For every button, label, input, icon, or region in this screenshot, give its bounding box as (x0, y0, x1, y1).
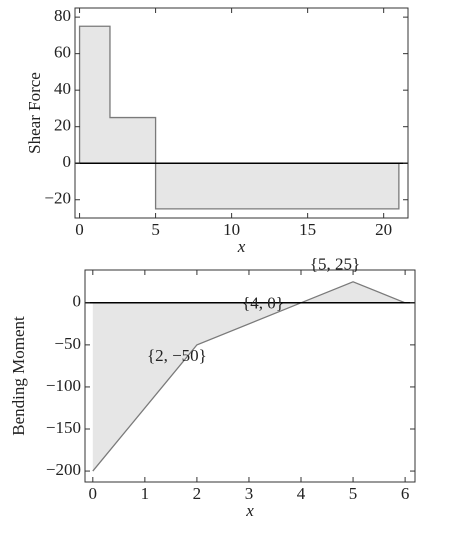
y-tick-label: 80 (54, 6, 71, 25)
annotation: {5, 25} (310, 255, 360, 274)
y-tick-label: −100 (46, 376, 81, 395)
area-fill (92, 281, 406, 472)
plot-frame (74, 7, 409, 219)
y-tick-label: 60 (54, 43, 71, 62)
y-tick-label: 20 (54, 116, 71, 135)
y-tick-label: −150 (46, 418, 81, 437)
x-tick-label: 5 (349, 484, 358, 503)
x-tick-label: 0 (89, 484, 98, 503)
y-axis-label: Bending Moment (9, 316, 28, 436)
x-tick-label: 5 (151, 220, 160, 239)
y-tick-label: −50 (54, 334, 81, 353)
plot-frame (84, 269, 416, 483)
y-axis-label: Shear Force (25, 72, 44, 154)
y-tick-label: 0 (63, 152, 72, 171)
x-tick-label: 2 (193, 484, 202, 503)
x-tick-label: 20 (375, 220, 392, 239)
y-tick-label: −20 (44, 189, 71, 208)
y-tick-label: 40 (54, 79, 71, 98)
y-tick-label: −200 (46, 460, 81, 479)
annotation: {4, 0} (242, 294, 284, 313)
x-tick-label: 6 (401, 484, 410, 503)
x-tick-label: 15 (299, 220, 316, 239)
area-line (78, 25, 400, 210)
x-tick-label: 3 (245, 484, 254, 503)
x-tick-label: 10 (223, 220, 240, 239)
x-tick-label: 1 (141, 484, 150, 503)
annotation: {2, −50} (147, 346, 207, 365)
x-tick-label: 0 (75, 220, 84, 239)
x-axis-label: x (237, 237, 246, 256)
y-tick-label: 0 (73, 292, 82, 311)
x-tick-label: 4 (297, 484, 306, 503)
x-axis-label: x (245, 501, 254, 520)
